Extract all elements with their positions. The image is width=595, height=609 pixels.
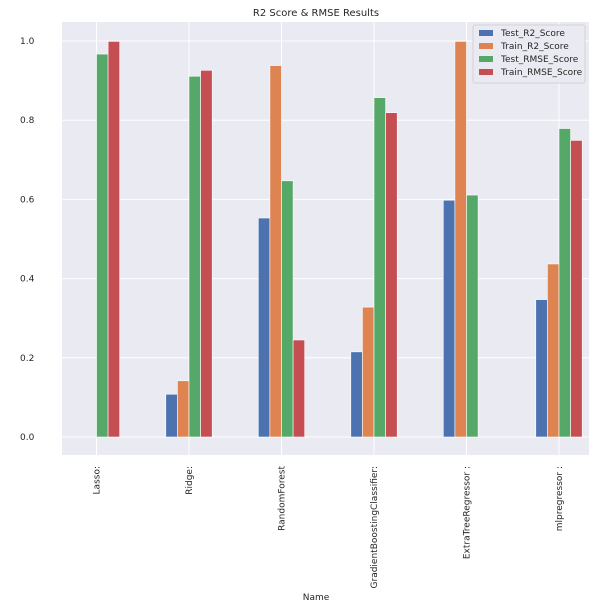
bar [547, 263, 560, 438]
bar [200, 70, 213, 438]
legend-swatch [479, 30, 493, 36]
bar [466, 194, 479, 438]
x-axis-label: Name [303, 593, 330, 603]
x-axis-ticks: Lasso: Ridge: RandomForest GradientBoosting… [93, 466, 566, 589]
bar [281, 180, 294, 438]
legend: Test_R2_Score Train_R2_Score Test_RMSE_Sco… [472, 24, 586, 84]
bar [385, 112, 398, 438]
bar [373, 97, 386, 438]
legend-swatch [479, 43, 493, 49]
bar [177, 380, 190, 438]
bar [165, 393, 178, 438]
plot-background [62, 22, 589, 455]
x-tick-label: ExtraTreeRegressor : [463, 466, 473, 559]
bar [570, 140, 583, 438]
bar [558, 128, 571, 438]
bar [269, 65, 282, 438]
y-tick-label: 0.2 [20, 354, 34, 364]
legend-swatch [479, 69, 493, 75]
x-tick-label: GradientBoostingClassifier: [370, 466, 380, 588]
bar [188, 75, 201, 438]
x-tick-label: Ridge: [185, 466, 195, 495]
bar [350, 351, 363, 438]
legend-label: Test_R2_Score [500, 29, 565, 39]
bar [257, 217, 271, 438]
y-axis-ticks: 0.0 0.2 0.4 0.6 0.8 1.0 [20, 37, 35, 443]
bar-series [96, 41, 583, 438]
bar [362, 306, 375, 438]
legend-label: Train_RMSE_Score [500, 68, 583, 78]
x-tick-label: RandomForest [278, 466, 288, 531]
legend-box [472, 24, 586, 84]
y-tick-label: 1.0 [20, 37, 35, 47]
y-tick-label: 0.6 [20, 195, 35, 205]
x-tick-label: mlpregressor : [555, 466, 565, 531]
legend-swatch [479, 56, 493, 62]
legend-label: Train_R2_Score [500, 42, 569, 52]
bar [292, 339, 306, 438]
bar [442, 199, 456, 438]
bar [535, 299, 548, 438]
y-tick-label: 0.4 [20, 275, 35, 285]
legend-label: Test_RMSE_Score [500, 55, 579, 65]
chart-title: R2 Score & RMSE Results [253, 8, 379, 19]
y-tick-label: 0.0 [20, 433, 35, 443]
bar [454, 41, 467, 438]
bar [107, 41, 120, 438]
x-tick-label: Lasso: [93, 466, 103, 494]
y-tick-label: 0.8 [20, 116, 35, 126]
bar [96, 53, 109, 438]
